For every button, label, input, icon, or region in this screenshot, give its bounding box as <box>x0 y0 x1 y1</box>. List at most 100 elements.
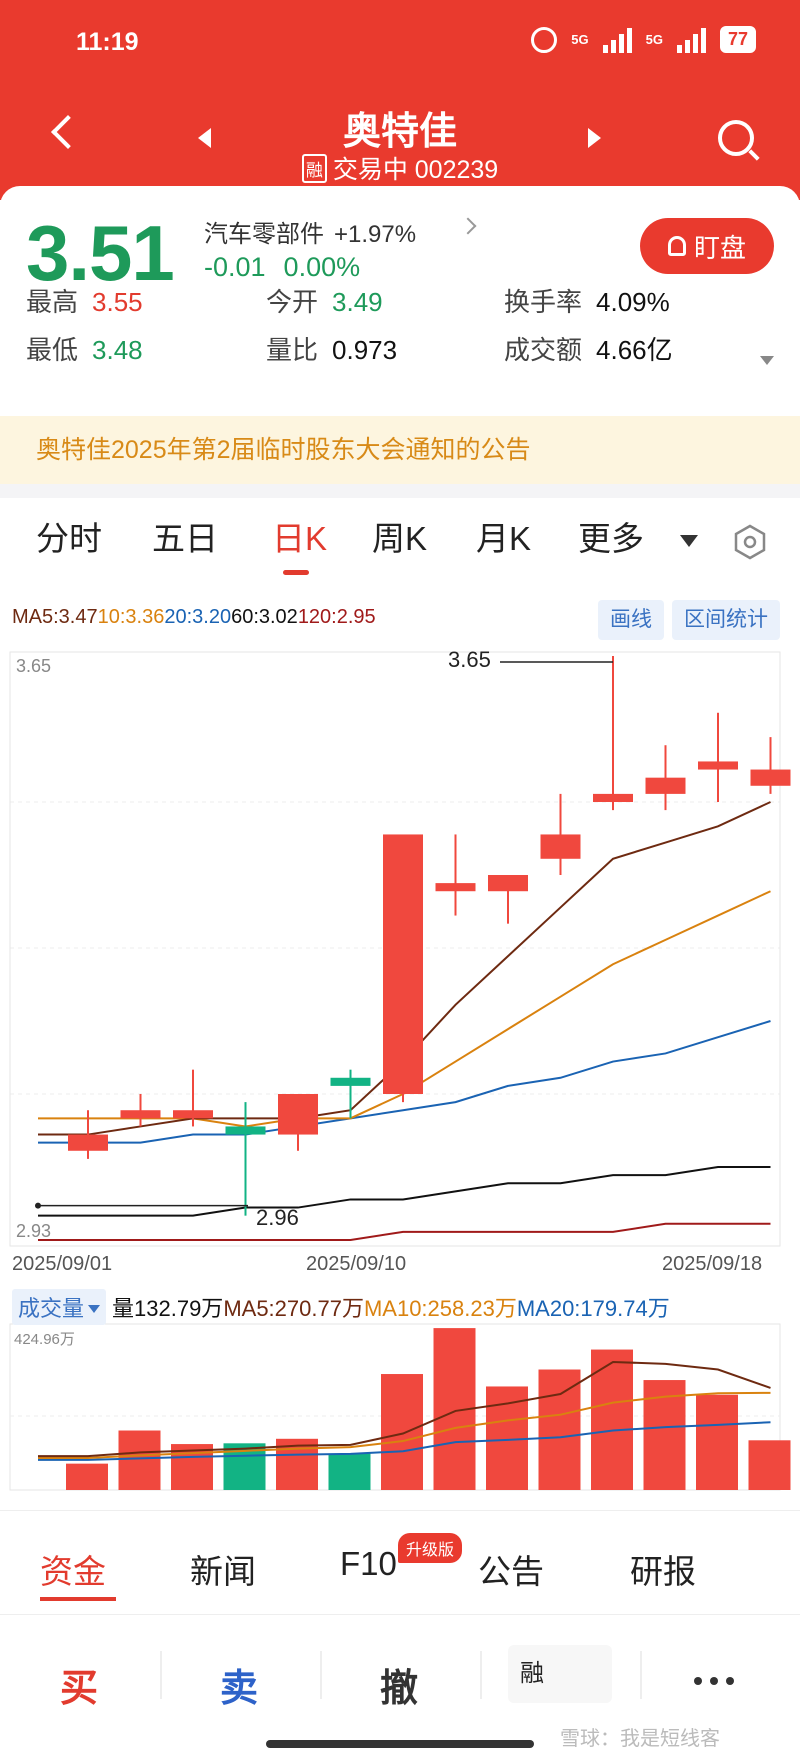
volume-axis-max-label: 424.96万 <box>14 1331 75 1348</box>
stat-label: 最低 <box>26 335 79 365</box>
network-label-2: 5G <box>645 32 663 47</box>
volume-bar <box>328 1453 371 1490</box>
divider <box>480 1651 482 1699</box>
volume-ma10-line <box>38 1391 771 1459</box>
volume-ma5-line <box>38 1360 771 1458</box>
buy-button[interactable]: 买 <box>60 1668 99 1710</box>
candle-body <box>68 1134 108 1151</box>
date-label-end: 2025/09/18 <box>662 1253 763 1275</box>
stat-value: 3.55 <box>92 287 143 317</box>
y-axis-top-label: 3.65 <box>16 656 51 676</box>
home-indicator[interactable] <box>266 1740 534 1748</box>
ma20-value: 20:3.20 <box>164 606 232 628</box>
sell-button[interactable]: 卖 <box>220 1668 259 1710</box>
last-price: 3.51 <box>26 209 175 297</box>
kline-chart[interactable]: 3.65 2.93 3.65 2.96 424.96万 <box>0 650 800 1510</box>
trade-action-bar: 买 卖 撤 融 <box>0 1614 800 1759</box>
watch-button[interactable]: 盯盘 <box>640 218 774 274</box>
stat-value: 3.48 <box>92 335 143 365</box>
search-icon[interactable] <box>718 120 754 156</box>
stat-value: 4.66亿 <box>596 335 673 365</box>
margin-badge: 融 <box>301 154 327 183</box>
chevron-right-icon[interactable] <box>459 217 477 235</box>
volume-bar <box>538 1369 581 1490</box>
volume-bar <box>696 1394 738 1490</box>
stat-label: 量比 <box>266 335 319 365</box>
alarm-icon <box>531 26 558 53</box>
stat-label: 最高 <box>26 287 79 317</box>
sector-link[interactable]: 汽车零部件 +1.97% <box>204 214 416 249</box>
chevron-down-icon[interactable] <box>680 535 698 547</box>
volume-ma5: MA5:270.77万 <box>223 1296 364 1321</box>
tab-weekly-k[interactable]: 周K <box>372 520 428 557</box>
stat-label: 今开 <box>266 287 319 317</box>
ma120-value: 120:2.95 <box>297 606 376 628</box>
tab-capital[interactable]: 资金 <box>40 1553 106 1590</box>
divider <box>160 1651 162 1699</box>
tab-more[interactable]: 更多 <box>578 520 644 557</box>
active-bottom-tab-indicator <box>40 1597 116 1601</box>
tab-news[interactable]: 新闻 <box>190 1553 256 1590</box>
date-label-mid: 2025/09/10 <box>306 1253 407 1275</box>
divider <box>320 1651 322 1699</box>
volume-current: 量132.79万 <box>112 1296 224 1321</box>
more-options-icon[interactable] <box>694 1677 734 1685</box>
expand-stats-icon[interactable] <box>760 356 774 365</box>
ma10-value: 10:3.36 <box>97 606 165 628</box>
bottom-info-tabs: 资金 新闻 F10 升级版 公告 研报 <box>0 1510 800 1610</box>
price-series-layer <box>9 656 791 1491</box>
tab-intraday[interactable]: 分时 <box>36 520 102 557</box>
ma20-line <box>38 1020 771 1144</box>
announcement-banner[interactable]: 奥特佳2025年第2届临时股东大会通知的公告 <box>0 416 800 484</box>
volume-indicator-selector[interactable]: 成交量 <box>12 1289 107 1325</box>
candle-body <box>173 1110 213 1119</box>
candle-body <box>278 1094 318 1135</box>
tab-monthly-k[interactable]: 月K <box>476 520 532 557</box>
stat-value: 4.09% <box>596 287 670 317</box>
candle-body <box>645 777 686 794</box>
candle-body <box>330 1077 371 1086</box>
bell-icon <box>667 236 686 256</box>
stat-turnover: 换手率 4.09% <box>504 282 670 319</box>
volume-bar <box>66 1463 108 1490</box>
tab-daily-k[interactable]: 日K <box>272 520 328 557</box>
chart-frame <box>9 651 781 1247</box>
margin-trading-button[interactable]: 融 <box>508 1645 612 1703</box>
cancel-order-button[interactable]: 撤 <box>380 1668 419 1710</box>
stat-value: 3.49 <box>332 287 383 317</box>
quote-panel: 3.51 汽车零部件 +1.97% -0.01 0.00% 盯盘 <box>0 186 800 416</box>
prev-stock-icon[interactable] <box>198 128 211 148</box>
volume-ma10: MA10:258.23万 <box>363 1296 517 1321</box>
ma5-value: MA5:3.47 <box>12 606 98 628</box>
divider <box>0 484 800 498</box>
date-label-start: 2025/09/01 <box>12 1253 113 1275</box>
tab-research[interactable]: 研报 <box>630 1553 696 1590</box>
tab-five-day[interactable]: 五日 <box>152 520 218 557</box>
volume-ma20-line <box>38 1421 771 1461</box>
upgrade-badge: 升级版 <box>398 1533 463 1563</box>
ma120-line <box>38 1222 771 1241</box>
status-icons: 5G 5G 77 <box>531 26 756 53</box>
min-price-marker: 2.96 <box>256 1205 299 1230</box>
stat-label: 成交额 <box>504 335 583 365</box>
chart-tabs: 分时 五日 日K 周K 月K 更多 <box>0 512 800 578</box>
ma60-line <box>38 1166 771 1217</box>
divider <box>640 1651 642 1699</box>
stock-subtitle: 融交易中 002239 <box>0 150 800 186</box>
stat-label: 换手率 <box>504 287 583 317</box>
signal-icon <box>602 27 632 53</box>
change-value: -0.01 <box>204 252 266 282</box>
volume-bar <box>118 1430 161 1490</box>
range-stats-button[interactable]: 区间统计 <box>672 600 780 640</box>
next-stock-icon[interactable] <box>588 128 601 148</box>
stock-name: 奥特佳 <box>342 111 457 153</box>
sector-name: 汽车零部件 <box>204 221 324 248</box>
tab-announcements[interactable]: 公告 <box>478 1553 544 1590</box>
candle-body <box>225 1126 266 1135</box>
candle-body <box>750 769 791 786</box>
chart-settings-icon[interactable] <box>732 524 768 560</box>
volume-legend: 成交量 量132.79万MA5:270.77万MA10:258.23万MA20:1… <box>12 1289 670 1325</box>
draw-line-button[interactable]: 画线 <box>598 600 664 640</box>
tab-f10[interactable]: F10 <box>340 1545 397 1582</box>
volume-bar <box>486 1386 528 1490</box>
